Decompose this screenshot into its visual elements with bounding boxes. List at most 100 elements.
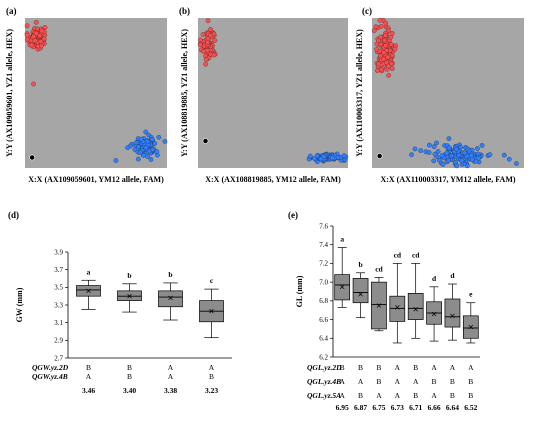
data-point: [205, 18, 211, 24]
genotype-cell: A: [450, 363, 456, 372]
mean-marker: [431, 311, 437, 317]
genotype-cell: B: [468, 391, 473, 400]
data-point: [205, 39, 210, 45]
data-point: [454, 146, 459, 152]
y-tick-label: 3.5: [54, 284, 63, 292]
significance-letter: b: [358, 260, 362, 269]
data-point: [435, 149, 441, 154]
data-point: [459, 158, 465, 164]
panel-label: (d): [8, 210, 19, 220]
data-point: [373, 24, 379, 30]
data-point: [409, 152, 414, 158]
genotype-cell: B: [450, 377, 455, 386]
data-point: [383, 33, 388, 38]
box-panel-d: (d) 2.7 2.9 3.1 3.3 3.5 3.7 3.9 GW (mm) a b b c QGW.y…: [8, 210, 232, 395]
data-point: [38, 43, 44, 49]
plot-area: [372, 18, 524, 168]
significance-letter: b: [127, 271, 131, 280]
data-point: [162, 139, 168, 144]
panel-label: (a): [6, 6, 17, 16]
data-point: [381, 56, 386, 62]
data-point: [33, 19, 39, 25]
genotype-row-label: QGL.yz.4B: [307, 377, 341, 386]
mean-value: 3.38: [164, 386, 177, 395]
y-tick-label: 2.9: [54, 337, 63, 345]
genotype-cell: B: [340, 363, 345, 372]
data-point: [208, 33, 213, 38]
data-point: [389, 61, 394, 67]
data-point: [203, 56, 209, 62]
mean-value: 6.71: [409, 403, 422, 412]
y-tick-label: 6.4: [319, 335, 328, 343]
genotype-cell: B: [86, 363, 91, 372]
panel-label: (b): [179, 6, 190, 16]
data-point: [444, 150, 450, 156]
data-point: [487, 152, 493, 157]
significance-letter: a: [340, 235, 344, 244]
data-point: [479, 143, 485, 148]
y-tick-label: 3.1: [54, 319, 63, 327]
box-group: cd: [407, 250, 424, 339]
x-axis-label: X:X (AX108819885, YM12 allele, FAM): [205, 175, 341, 184]
data-point: [200, 48, 206, 54]
data-point: [426, 150, 432, 155]
mean-value: 6.66: [428, 403, 441, 412]
mean-marker: [376, 303, 382, 308]
data-point: [432, 151, 438, 157]
mean-value: 6.75: [372, 403, 385, 412]
data-point: [24, 23, 30, 29]
data-point: [386, 72, 392, 78]
data-point: [377, 17, 383, 23]
data-point: [37, 33, 43, 39]
data-point: [506, 156, 512, 162]
y-tick-label: 7.2: [319, 260, 328, 268]
box: [444, 298, 461, 328]
mean-marker: [468, 324, 474, 330]
data-point: [431, 144, 437, 150]
box-group: a: [76, 267, 101, 310]
mean-value: 3.23: [205, 386, 218, 395]
genotype-row-label: QGL.yz.5A: [307, 391, 341, 400]
box-group: b: [117, 271, 142, 313]
genotype-cell: B: [127, 372, 132, 381]
y-tick-label: 3.3: [54, 301, 63, 309]
mean-marker: [395, 305, 400, 310]
box-group: e: [462, 290, 479, 344]
data-point: [431, 158, 437, 164]
data-point: [385, 54, 391, 60]
data-point: [32, 38, 38, 43]
data-point: [136, 144, 141, 150]
genotype-cell: B: [413, 391, 418, 400]
mean-marker: [450, 313, 455, 319]
data-point: [197, 42, 203, 48]
y-tick-label: 6.6: [319, 316, 328, 324]
data-point: [41, 36, 47, 42]
y-tick-label: 6.2: [319, 353, 328, 361]
mean-marker: [358, 292, 363, 297]
data-point: [446, 145, 452, 151]
genotype-row-label: QGL.yz.2D: [307, 363, 342, 372]
data-point: [475, 146, 480, 151]
genotype-cell: A: [209, 363, 215, 372]
data-point: [378, 53, 384, 59]
y-tick-label: 3.9: [54, 248, 63, 256]
y-axis-label: Y:Y (AX108819885, YZ1 allele, HEX): [180, 29, 189, 157]
genotype-cell: A: [395, 363, 401, 372]
genotype-cell: B: [209, 372, 214, 381]
genotype-cell: A: [395, 391, 401, 400]
data-point: [321, 154, 327, 159]
genotype-cell: B: [358, 363, 363, 372]
data-point: [135, 156, 141, 162]
y-tick-label: 3.7: [54, 266, 63, 274]
mean-value: 6.52: [464, 403, 477, 412]
data-point: [154, 149, 160, 154]
data-point: [149, 136, 155, 142]
data-point: [113, 158, 119, 163]
genotype-cell: A: [413, 377, 419, 386]
box-group: d: [444, 271, 461, 341]
data-point: [203, 61, 209, 67]
data-point: [144, 154, 150, 159]
data-point: [29, 42, 35, 48]
box-group: c: [199, 276, 224, 339]
genotype-cell: B: [432, 377, 437, 386]
